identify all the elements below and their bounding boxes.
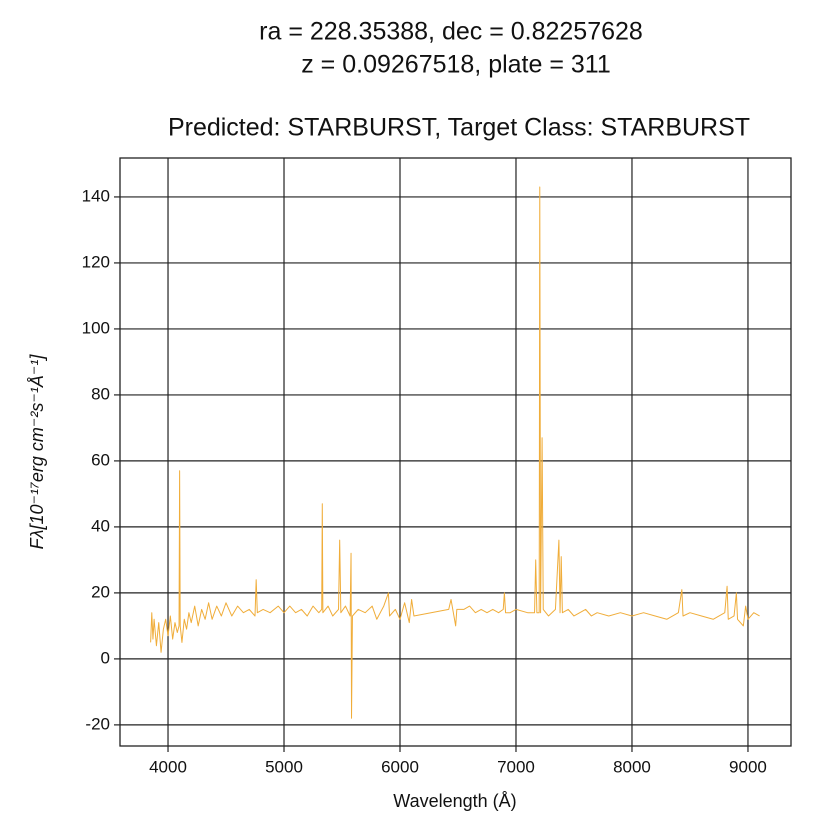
x-tick-label: 4000 [149,757,187,776]
x-tick-label: 7000 [497,757,535,776]
spectrum-line [150,186,760,719]
x-tick-label: 8000 [613,757,651,776]
y-tick-label: 40 [91,516,110,535]
chart-subtitle: Predicted: STARBURST, Target Class: STAR… [168,114,750,142]
y-tick-label: 140 [82,186,110,205]
plot-frame [119,157,792,747]
y-tick-label: 80 [91,384,110,403]
x-tick-label: 5000 [265,757,303,776]
y-tick-label: 60 [91,450,110,469]
chart-title: ra = 228.35388, dec = 0.82257628 [259,18,643,46]
y-tick-label: 20 [91,582,110,601]
y-tick-label: 100 [82,318,110,337]
y-tick-label: 0 [101,648,110,667]
x-tick-label: 6000 [381,757,419,776]
x-axis-label: Wavelength (Å) [393,791,516,811]
y-tick-label: -20 [85,714,110,733]
y-axis-label: Fλ[10⁻¹⁷erg cm⁻²s⁻¹Å⁻¹] [27,354,47,550]
y-tick-label: 120 [82,252,110,271]
x-tick-label: 9000 [729,757,767,776]
chart-title: z = 0.09267518, plate = 311 [301,51,611,79]
